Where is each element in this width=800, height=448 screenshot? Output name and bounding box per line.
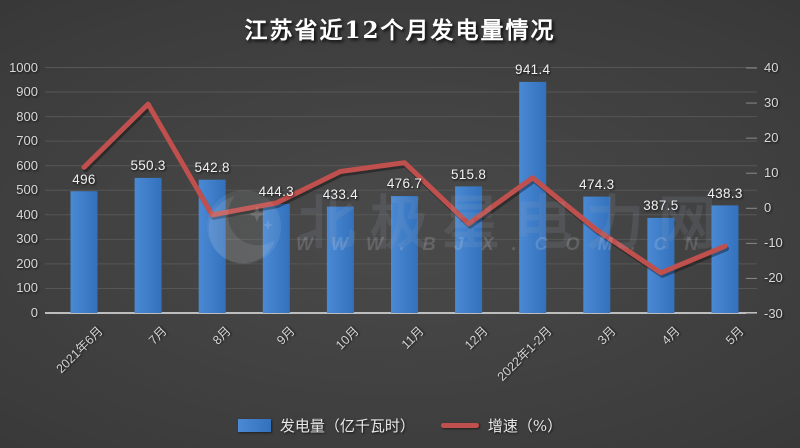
right-axis-tick: 30 bbox=[764, 95, 779, 111]
bar bbox=[711, 205, 739, 313]
left-axis-tick: 800 bbox=[16, 108, 38, 124]
bar-data-label: 474.3 bbox=[579, 177, 615, 193]
bar bbox=[519, 81, 547, 314]
left-axis-tick: 300 bbox=[16, 231, 38, 247]
bar-data-label: 550.3 bbox=[130, 158, 166, 174]
bar bbox=[455, 186, 483, 313]
right-axis-tick: -20 bbox=[764, 270, 783, 286]
line-series bbox=[81, 101, 728, 276]
legend-label-growth: 增速（%） bbox=[487, 416, 563, 435]
left-axis-tick: 100 bbox=[16, 280, 38, 296]
right-axis-tick: -10 bbox=[764, 235, 783, 251]
legend-label-generation: 发电量（亿千瓦时） bbox=[279, 416, 415, 435]
right-axis-tick: 20 bbox=[764, 130, 779, 146]
bar-data-label: 941.4 bbox=[515, 62, 551, 78]
left-axis-tick: 700 bbox=[16, 133, 38, 149]
left-axis-tick: 900 bbox=[16, 84, 38, 100]
bar-data-label: 515.8 bbox=[450, 166, 487, 182]
right-axis-tick: -30 bbox=[764, 305, 783, 321]
bar bbox=[134, 177, 162, 313]
left-axis-tick: 1000 bbox=[9, 59, 38, 75]
left-axis-tick: 0 bbox=[30, 305, 38, 320]
left-axis-tick: 500 bbox=[16, 182, 38, 198]
bar-data-label: 444.3 bbox=[258, 184, 294, 200]
bar-series bbox=[70, 81, 739, 314]
bar-data-label: 387.5 bbox=[643, 198, 679, 214]
left-axis-tick: 400 bbox=[16, 206, 38, 222]
bar-data-label: 438.3 bbox=[707, 185, 743, 201]
line-series-swatch bbox=[440, 422, 479, 428]
bar-data-label: 433.4 bbox=[322, 187, 359, 203]
right-axis-tick: 10 bbox=[764, 165, 779, 181]
bar-data-label: 476.7 bbox=[386, 176, 423, 192]
bar bbox=[391, 196, 418, 313]
bar-series-swatch bbox=[237, 418, 271, 432]
legend-item-growth: 增速（%） bbox=[440, 415, 563, 436]
bar bbox=[326, 206, 354, 313]
bar bbox=[70, 191, 98, 313]
legend-item-generation: 发电量（亿千瓦时） bbox=[237, 415, 415, 436]
chart-title: 江苏省近12个月发电量情况 bbox=[244, 17, 556, 44]
left-axis-tick: 600 bbox=[16, 157, 38, 173]
bar-data-label: 542.8 bbox=[194, 160, 230, 176]
bar bbox=[262, 203, 290, 313]
bar-data-label: 496 bbox=[72, 171, 96, 187]
right-axis-tick: 40 bbox=[764, 60, 779, 75]
right-axis-tick: 0 bbox=[764, 200, 772, 216]
bar bbox=[583, 196, 611, 313]
left-axis-tick: 200 bbox=[16, 255, 38, 271]
chart-legend: 发电量（亿千瓦时） 增速（%） bbox=[0, 411, 800, 439]
